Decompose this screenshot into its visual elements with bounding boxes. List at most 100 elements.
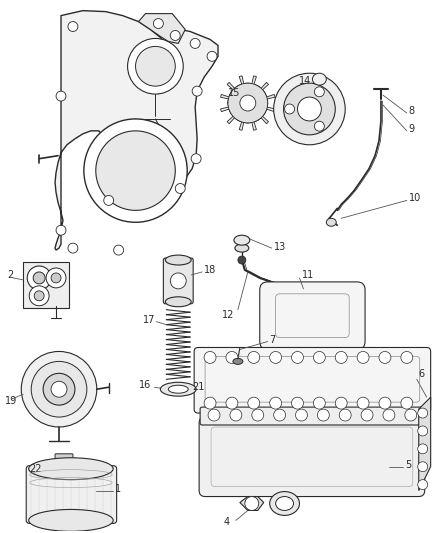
- Ellipse shape: [168, 385, 188, 393]
- Polygon shape: [265, 93, 275, 103]
- Circle shape: [95, 131, 175, 211]
- Circle shape: [335, 397, 346, 409]
- Polygon shape: [247, 120, 257, 130]
- Circle shape: [360, 409, 372, 421]
- Polygon shape: [257, 83, 268, 93]
- Polygon shape: [138, 14, 185, 43]
- Circle shape: [244, 497, 258, 511]
- Polygon shape: [237, 120, 247, 130]
- Text: 22: 22: [29, 464, 42, 474]
- Circle shape: [127, 38, 183, 94]
- Circle shape: [378, 397, 390, 409]
- Polygon shape: [237, 76, 247, 86]
- Circle shape: [34, 291, 44, 301]
- Text: 19: 19: [5, 396, 18, 406]
- Circle shape: [291, 397, 303, 409]
- Circle shape: [273, 409, 285, 421]
- Circle shape: [43, 373, 75, 405]
- Circle shape: [46, 268, 66, 288]
- Circle shape: [204, 397, 215, 409]
- Circle shape: [239, 95, 255, 111]
- Circle shape: [313, 351, 325, 364]
- Polygon shape: [23, 262, 69, 308]
- Circle shape: [192, 86, 201, 96]
- Circle shape: [295, 409, 307, 421]
- Circle shape: [417, 426, 427, 436]
- Circle shape: [400, 351, 412, 364]
- Circle shape: [382, 409, 394, 421]
- Circle shape: [51, 273, 61, 283]
- FancyBboxPatch shape: [194, 348, 430, 413]
- Circle shape: [251, 409, 263, 421]
- Circle shape: [283, 83, 335, 135]
- Circle shape: [404, 409, 416, 421]
- Circle shape: [339, 409, 350, 421]
- Polygon shape: [220, 93, 230, 103]
- Circle shape: [356, 397, 368, 409]
- Circle shape: [68, 21, 78, 31]
- Circle shape: [335, 351, 346, 364]
- FancyBboxPatch shape: [259, 282, 364, 350]
- Ellipse shape: [275, 497, 293, 511]
- Polygon shape: [257, 113, 268, 124]
- Circle shape: [247, 397, 259, 409]
- Text: 2: 2: [7, 270, 14, 280]
- Text: 8: 8: [408, 106, 414, 116]
- Circle shape: [208, 409, 219, 421]
- Text: 16: 16: [138, 380, 150, 390]
- Circle shape: [417, 462, 427, 472]
- Circle shape: [31, 361, 87, 417]
- Text: 11: 11: [301, 270, 313, 280]
- Circle shape: [84, 119, 187, 222]
- Circle shape: [269, 351, 281, 364]
- Polygon shape: [220, 103, 230, 113]
- Text: 7: 7: [269, 335, 276, 344]
- Circle shape: [226, 351, 237, 364]
- Circle shape: [237, 256, 245, 264]
- Polygon shape: [55, 11, 218, 250]
- Circle shape: [29, 286, 49, 306]
- Circle shape: [247, 351, 259, 364]
- Text: 10: 10: [408, 193, 420, 204]
- Polygon shape: [239, 497, 263, 511]
- Circle shape: [33, 272, 45, 284]
- Circle shape: [21, 351, 96, 427]
- Circle shape: [191, 154, 201, 164]
- Circle shape: [356, 351, 368, 364]
- Circle shape: [113, 245, 124, 255]
- Circle shape: [284, 104, 294, 114]
- Text: 4: 4: [223, 518, 230, 527]
- Circle shape: [269, 397, 281, 409]
- Ellipse shape: [325, 219, 336, 226]
- Text: 6: 6: [418, 369, 424, 379]
- Circle shape: [56, 225, 66, 235]
- Circle shape: [190, 38, 200, 49]
- Circle shape: [297, 97, 321, 121]
- Circle shape: [207, 51, 216, 61]
- Text: 18: 18: [204, 265, 216, 275]
- Text: 9: 9: [408, 124, 414, 134]
- Circle shape: [313, 397, 325, 409]
- Ellipse shape: [269, 491, 299, 515]
- FancyBboxPatch shape: [55, 454, 73, 468]
- Circle shape: [135, 46, 175, 86]
- Ellipse shape: [28, 458, 113, 480]
- Circle shape: [153, 19, 163, 28]
- Circle shape: [317, 409, 328, 421]
- Text: 17: 17: [142, 314, 155, 325]
- Ellipse shape: [233, 358, 242, 365]
- Circle shape: [417, 408, 427, 418]
- FancyBboxPatch shape: [26, 466, 117, 523]
- FancyBboxPatch shape: [163, 258, 193, 304]
- Circle shape: [227, 83, 267, 123]
- Circle shape: [175, 183, 185, 193]
- Text: 12: 12: [222, 310, 234, 320]
- Ellipse shape: [165, 297, 191, 307]
- Text: 15: 15: [227, 88, 240, 98]
- Ellipse shape: [312, 73, 325, 85]
- Text: 13: 13: [273, 242, 285, 252]
- Ellipse shape: [165, 255, 191, 265]
- Circle shape: [417, 480, 427, 490]
- Polygon shape: [265, 103, 275, 113]
- Polygon shape: [418, 397, 430, 490]
